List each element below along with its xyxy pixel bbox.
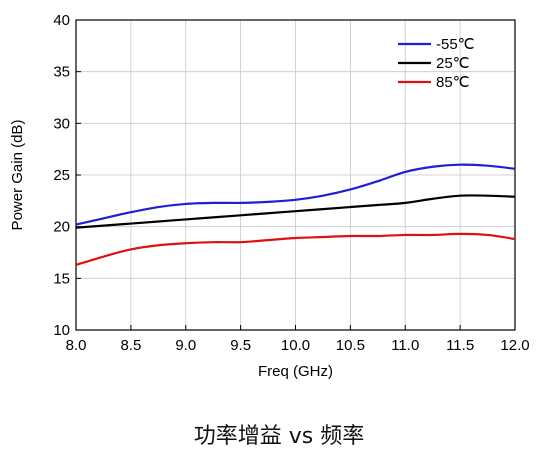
y-tick-label: 40 — [53, 12, 70, 29]
x-tick-label: 10.0 — [281, 337, 310, 354]
y-tick-labels: 10 15 20 25 30 35 40 — [53, 12, 70, 339]
series-line-1 — [75, 194, 516, 229]
x-tick-label: 11.0 — [391, 337, 419, 354]
legend: -55℃ 25℃ 85℃ — [398, 36, 475, 91]
x-tick-label: 9.0 — [175, 337, 196, 354]
x-tick-label: 9.5 — [230, 337, 251, 354]
x-tick-label: 8.0 — [66, 337, 87, 354]
series-line-2 — [75, 232, 516, 266]
y-tick-label: 30 — [53, 115, 70, 132]
plot-frame — [75, 19, 516, 331]
chart-caption: 功率增益 vs 频率 — [193, 424, 365, 449]
legend-label-2: 85℃ — [436, 74, 470, 91]
x-tick-label: 12.0 — [500, 337, 529, 354]
x-tick-label: 10.5 — [336, 337, 365, 354]
y-tick-label: 15 — [53, 270, 70, 287]
legend-label-1: 25℃ — [436, 55, 470, 72]
y-tick-label: 35 — [53, 64, 70, 81]
x-tick-labels: 8.0 8.5 9.0 9.5 10.0 10.5 11.0 11.5 12.0 — [66, 337, 530, 354]
y-tick-label: 20 — [53, 219, 70, 236]
x-tick-label: 11.5 — [446, 337, 474, 354]
y-axis-label: Power Gain (dB) — [9, 120, 26, 231]
x-tick-label: 8.5 — [120, 337, 141, 354]
y-tick-label: 25 — [53, 167, 70, 184]
legend-label-0: -55℃ — [436, 36, 475, 53]
series-line-0 — [75, 163, 516, 226]
series-layer — [75, 163, 516, 266]
y-tick-label: 10 — [53, 322, 70, 339]
power-gain-chart: 8.0 8.5 9.0 9.5 10.0 10.5 11.0 11.5 12.0 10 15 20 2… — [9, 12, 530, 380]
x-axis-label: Freq (GHz) — [258, 363, 333, 380]
